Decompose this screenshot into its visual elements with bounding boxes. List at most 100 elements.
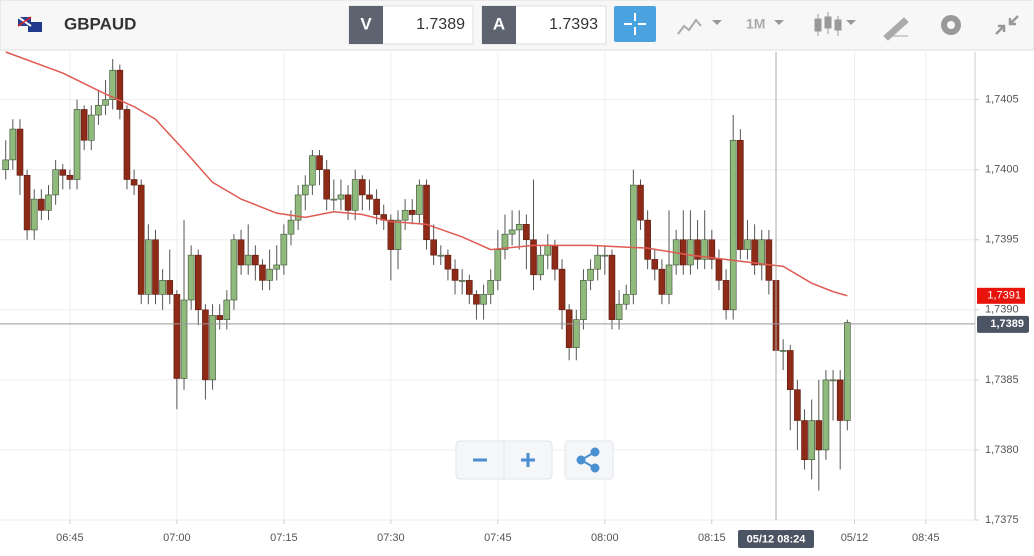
candle-body [244,254,252,266]
candle-body [801,420,808,461]
crosshair-label: 05/12 08:24 [747,533,807,545]
candle-body [173,294,181,379]
candle-body [202,309,209,381]
candle-body [30,198,38,231]
candle-body [794,389,801,421]
candle-body [658,268,666,295]
share-icon [576,447,600,473]
candle-body [423,184,430,241]
x-tick-label: 06:45 [56,532,84,544]
plot: 1,7375 1,7380 1,7385 1,7390 1,7395 1,7400 1,74… [0,51,1034,556]
zoom-in-button[interactable] [521,453,535,467]
last-price-label: 1,7389 [990,318,1024,330]
candle-body [701,239,708,260]
candle-body [23,175,31,231]
candle-body [808,420,815,461]
candle-body [330,198,338,201]
candle-body [679,239,687,266]
candle-body [273,264,281,270]
candle-body [373,198,380,215]
candle-body [572,319,580,348]
candle-body [259,264,266,281]
y-tick-label: 1,7390 [985,304,1019,316]
settings-button[interactable] [941,15,961,35]
candle-body [59,169,67,176]
candle-body [95,104,102,116]
candle-body [66,175,74,180]
candle-body [715,259,723,281]
bid-price: 1.7389 [416,16,465,33]
candle-body [515,224,523,231]
candle-body [551,245,559,270]
candle-body [694,239,701,260]
crosshair-tag [738,530,815,548]
candle-body [73,109,81,180]
candle-body [80,109,88,141]
x-tick-label: 07:30 [377,532,405,544]
candle-body [601,254,609,257]
candle-body [437,254,445,257]
chart-type-button[interactable] [677,18,722,35]
ma-price-label: 1,7391 [987,290,1021,302]
candle-body [194,254,202,311]
candle-body [301,184,309,196]
collapse-button[interactable] [995,15,1019,35]
candle-body [209,315,216,381]
crosshair-button[interactable] [614,6,656,42]
candle-body [480,294,487,305]
candle-body [387,219,395,250]
x-tick-label: 07:15 [270,532,298,544]
candle-body [637,184,644,221]
ask-price: 1.7393 [549,16,598,33]
candle-body [608,254,616,320]
candle-body [237,239,245,266]
candle-body [294,194,302,221]
candle-body [630,184,637,295]
candle-body [722,280,730,311]
candle-body [216,315,223,320]
candle-body [16,128,24,176]
candle-body [737,139,744,250]
candle-body [159,280,166,295]
x-tick-label: 07:45 [484,532,512,544]
candle-body [38,198,45,211]
candle-body [487,280,495,295]
candle-body [444,254,452,270]
x-tick-label: 05/12 [841,532,869,544]
candle-body [287,219,295,235]
y-tick-label: 1,7405 [985,94,1019,106]
ma-price-tag [977,287,1025,304]
candle-body [223,299,231,320]
candle-body [758,239,766,266]
candle-body [544,245,552,256]
share-button[interactable] [564,440,614,480]
x-tick-label: 08:00 [591,532,619,544]
candle-type-button[interactable] [814,12,856,36]
timeframe[interactable]: 1M [746,16,765,32]
candle-body [558,268,566,311]
ask-label: A [493,14,505,33]
candle-body [729,139,737,311]
candle-body [451,268,459,281]
candle-body [565,309,573,348]
candle-body [145,239,152,295]
candle-body [337,194,345,200]
candle-body [523,224,530,241]
candle-body [644,219,651,260]
candle-body [665,264,673,295]
candle-body [366,194,373,200]
candle-body [751,239,758,266]
draw-button[interactable] [883,17,909,41]
timeframe-arrow [774,20,784,25]
bid-badge [349,6,383,44]
candle-body [323,169,330,200]
y-tick-label: 1,7380 [985,444,1019,456]
bid-label: V [360,14,372,33]
y-tick-label: 1,7385 [985,374,1019,386]
toolbar: GBPAUD V 1.7389 A 1.7393 1M [0,0,1034,51]
candle-body [166,280,174,295]
candle-body [530,239,537,276]
candle-body [309,155,316,186]
candle-body [594,254,601,270]
